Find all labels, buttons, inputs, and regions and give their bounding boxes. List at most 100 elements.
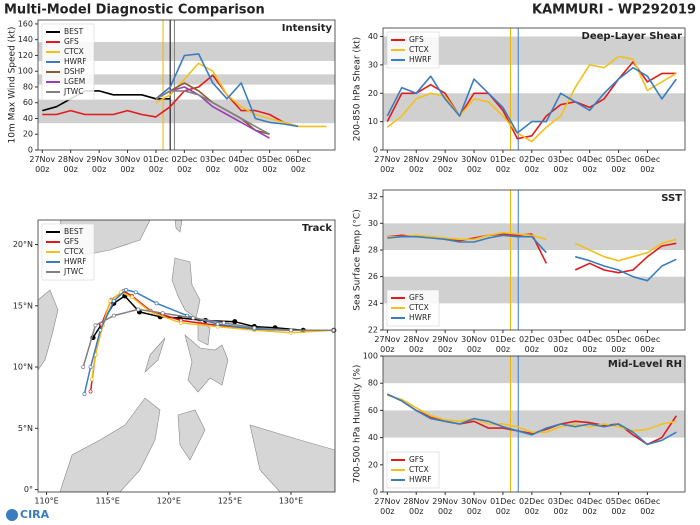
- y-tick-label: 120: [18, 51, 33, 60]
- storm-name: KAMMURI - WP292019: [532, 3, 696, 18]
- track-point: [88, 389, 93, 394]
- legend-label: JTWC: [63, 87, 83, 96]
- y-tick-label: 140: [18, 35, 33, 44]
- x-tick-label: 05Dec 00z: [606, 497, 632, 516]
- track-point: [289, 328, 293, 333]
- legend-label: JTWC: [63, 267, 83, 276]
- y-tick-label: 0°: [24, 485, 33, 494]
- y-axis-label: 10m Max Wind Speed (kt): [8, 27, 18, 144]
- legend-label: HWRF: [409, 475, 432, 484]
- legend-label: BEST: [64, 227, 84, 236]
- legend-label: GFS: [409, 293, 424, 302]
- y-axis-label: 700-500 hPa Humidity (%): [353, 365, 363, 484]
- x-tick-label: 29Nov 00z: [432, 497, 458, 516]
- series-line: [387, 234, 677, 282]
- y-tick-label: 15°N: [13, 301, 33, 310]
- x-tick-label: 27Nov 00z: [29, 155, 55, 174]
- track-point: [98, 328, 103, 333]
- y-tick-label: 60: [23, 98, 33, 107]
- track-point: [111, 313, 116, 318]
- y-tick-label: 60: [368, 406, 378, 415]
- x-tick-label: 28Nov 00z: [58, 155, 84, 174]
- series-line: [387, 231, 677, 262]
- track-point: [160, 311, 165, 316]
- x-tick-label: 28Nov 00z: [403, 497, 429, 516]
- x-tick-label: 04Dec 00z: [577, 497, 603, 516]
- y-tick-label: 0: [373, 488, 378, 497]
- plot-frame: [37, 219, 336, 493]
- band: [383, 93, 685, 122]
- page-title: Multi-Model Diagnostic Comparison: [4, 3, 265, 18]
- series-line: [386, 66, 677, 134]
- y-tick-label: 100: [363, 352, 378, 361]
- x-tick-label: 05Dec 00z: [606, 335, 632, 354]
- x-tick-label: 01Dec 00z: [490, 497, 516, 516]
- panel-title: Track: [302, 223, 332, 234]
- y-axis-label: Sea Surface Temp (°C): [353, 209, 363, 310]
- y-tick-label: 100: [18, 67, 33, 76]
- legend-label: CTCX: [409, 303, 429, 312]
- legend-label: GFS: [64, 37, 79, 46]
- plot-frame: [37, 19, 336, 151]
- legend-label: GFS: [64, 237, 79, 246]
- x-tick-label: 27Nov 00z: [374, 497, 400, 516]
- x-tick-label: 06Dec 00z: [635, 155, 661, 174]
- y-tick-label: 30: [368, 219, 378, 228]
- legend-label: HWRF: [409, 55, 432, 64]
- track-point: [133, 290, 138, 295]
- land-shape: [177, 409, 206, 461]
- x-tick-label: 02Dec 00z: [519, 335, 545, 354]
- series-line: [386, 393, 677, 446]
- panel-title: Intensity: [282, 23, 333, 34]
- track-point: [179, 320, 183, 325]
- y-tick-label: 22: [368, 326, 378, 335]
- y-tick-label: 26: [368, 272, 378, 281]
- y-tick-label: 40: [23, 114, 33, 123]
- x-tick-label: 02Dec 00z: [172, 155, 198, 174]
- logo-mark: [6, 509, 18, 521]
- legend-label: HWRF: [64, 57, 87, 66]
- track-point: [89, 377, 94, 382]
- x-tick-label: 29Nov 00z: [432, 335, 458, 354]
- land-shape: [184, 334, 229, 393]
- x-tick-label: 02Dec 00z: [519, 155, 545, 174]
- x-tick-label: 30Nov 00z: [461, 155, 487, 174]
- x-tick-label: 120°E: [157, 497, 181, 506]
- y-tick-label: 20°N: [13, 240, 33, 249]
- y-tick-label: 32: [368, 192, 378, 201]
- legend-label: GFS: [409, 455, 424, 464]
- track-point: [136, 307, 141, 312]
- track-point: [221, 320, 226, 325]
- track-point: [130, 295, 135, 300]
- y-tick-label: 80: [23, 82, 33, 91]
- x-tick-label: 130°E: [279, 497, 303, 506]
- y-axis-label: 200-850 hPa Shear (kt): [353, 37, 363, 141]
- series-line: [42, 90, 171, 112]
- x-tick-label: 01Dec 00z: [143, 155, 169, 174]
- legend-label: BEST: [64, 27, 84, 36]
- track-point: [232, 319, 238, 325]
- x-tick-label: 03Dec 00z: [548, 497, 574, 516]
- track-point: [93, 323, 98, 328]
- legend-label: HWRF: [64, 257, 87, 266]
- land-shape: [38, 289, 59, 371]
- x-tick-label: 04Dec 00z: [577, 335, 603, 354]
- track-line: [83, 288, 334, 395]
- band: [38, 74, 335, 85]
- track-line: [82, 308, 334, 368]
- x-tick-label: 02Dec 00z: [519, 497, 545, 516]
- y-tick-label: 0: [28, 146, 33, 155]
- y-tick-label: 20: [23, 130, 33, 139]
- band: [38, 42, 335, 61]
- track-point: [88, 365, 93, 369]
- legend-label: CTCX: [409, 45, 429, 54]
- x-tick-label: 04Dec 00z: [577, 155, 603, 174]
- y-tick-label: 5°N: [18, 424, 33, 433]
- y-tick-label: 24: [368, 299, 378, 308]
- x-tick-label: 115°E: [96, 497, 120, 506]
- x-tick-label: 27Nov 00z: [374, 155, 400, 174]
- x-tick-label: 30Nov 00z: [115, 155, 141, 174]
- panel-title: Deep-Layer Shear: [582, 31, 683, 42]
- x-tick-label: 06Dec 00z: [285, 155, 311, 174]
- track-point: [124, 287, 128, 292]
